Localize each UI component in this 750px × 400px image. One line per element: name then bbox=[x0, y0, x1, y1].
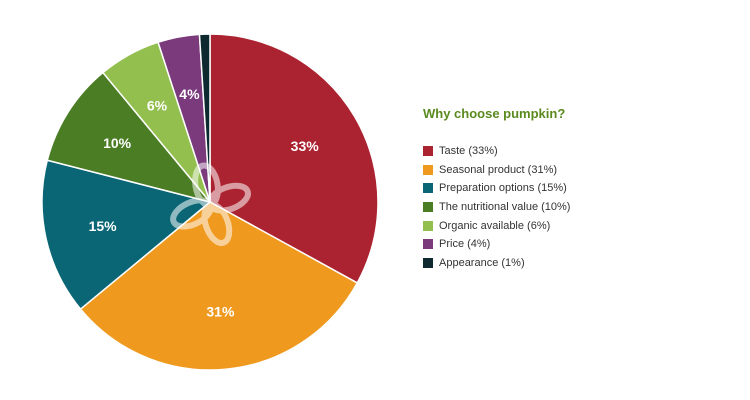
legend-label: Organic available (6%) bbox=[439, 219, 551, 232]
pie-slice bbox=[46, 71, 213, 204]
legend-label: Preparation options (15%) bbox=[439, 182, 567, 195]
legend-label: Seasonal product (31%) bbox=[439, 163, 558, 176]
chart-title: Why choose pumpkin? bbox=[423, 106, 566, 121]
legend-swatch bbox=[423, 202, 433, 213]
legend: Why choose pumpkin? Taste (33%) Seasonal … bbox=[423, 106, 743, 272]
pie-slice bbox=[209, 33, 379, 284]
pie-slice-labels: 33% 31% 15% 10% 6% 4% bbox=[89, 86, 320, 320]
slice-data-label: 15% bbox=[89, 218, 118, 234]
legend-item: Preparation options (15%) bbox=[423, 179, 743, 198]
legend-swatch bbox=[423, 239, 433, 250]
pie-slice bbox=[79, 201, 359, 371]
slice-data-label: 4% bbox=[179, 86, 200, 102]
legend-item: Seasonal product (31%) bbox=[423, 161, 743, 180]
legend-swatch bbox=[423, 164, 433, 175]
slice-data-label: 33% bbox=[291, 138, 320, 154]
clover-logo-icon bbox=[170, 162, 251, 246]
legend-item: Appearance (1%) bbox=[423, 254, 743, 273]
legend-item: Organic available (6%) bbox=[423, 216, 743, 235]
legend-item: Taste (33%) bbox=[423, 142, 743, 161]
legend-swatch bbox=[423, 146, 433, 157]
legend-items: Taste (33%) Seasonal product (31%) Prepara… bbox=[423, 142, 743, 272]
legend-swatch bbox=[423, 183, 433, 194]
slice-data-label: 6% bbox=[147, 98, 168, 114]
pie-slice bbox=[198, 33, 211, 203]
legend-item: Price (4%) bbox=[423, 235, 743, 254]
legend-label: The nutritional value (10%) bbox=[439, 201, 571, 214]
slice-data-label: 10% bbox=[103, 135, 132, 151]
legend-item: The nutritional value (10%) bbox=[423, 198, 743, 217]
pie-slice bbox=[41, 159, 212, 311]
legend-swatch bbox=[423, 220, 433, 231]
legend-label: Price (4%) bbox=[439, 238, 491, 251]
pie-slices bbox=[41, 33, 379, 371]
legend-label: Taste (33%) bbox=[439, 145, 498, 158]
legend-swatch bbox=[423, 257, 433, 268]
legend-label: Appearance (1%) bbox=[439, 256, 525, 269]
slice-data-label: 31% bbox=[206, 304, 235, 320]
